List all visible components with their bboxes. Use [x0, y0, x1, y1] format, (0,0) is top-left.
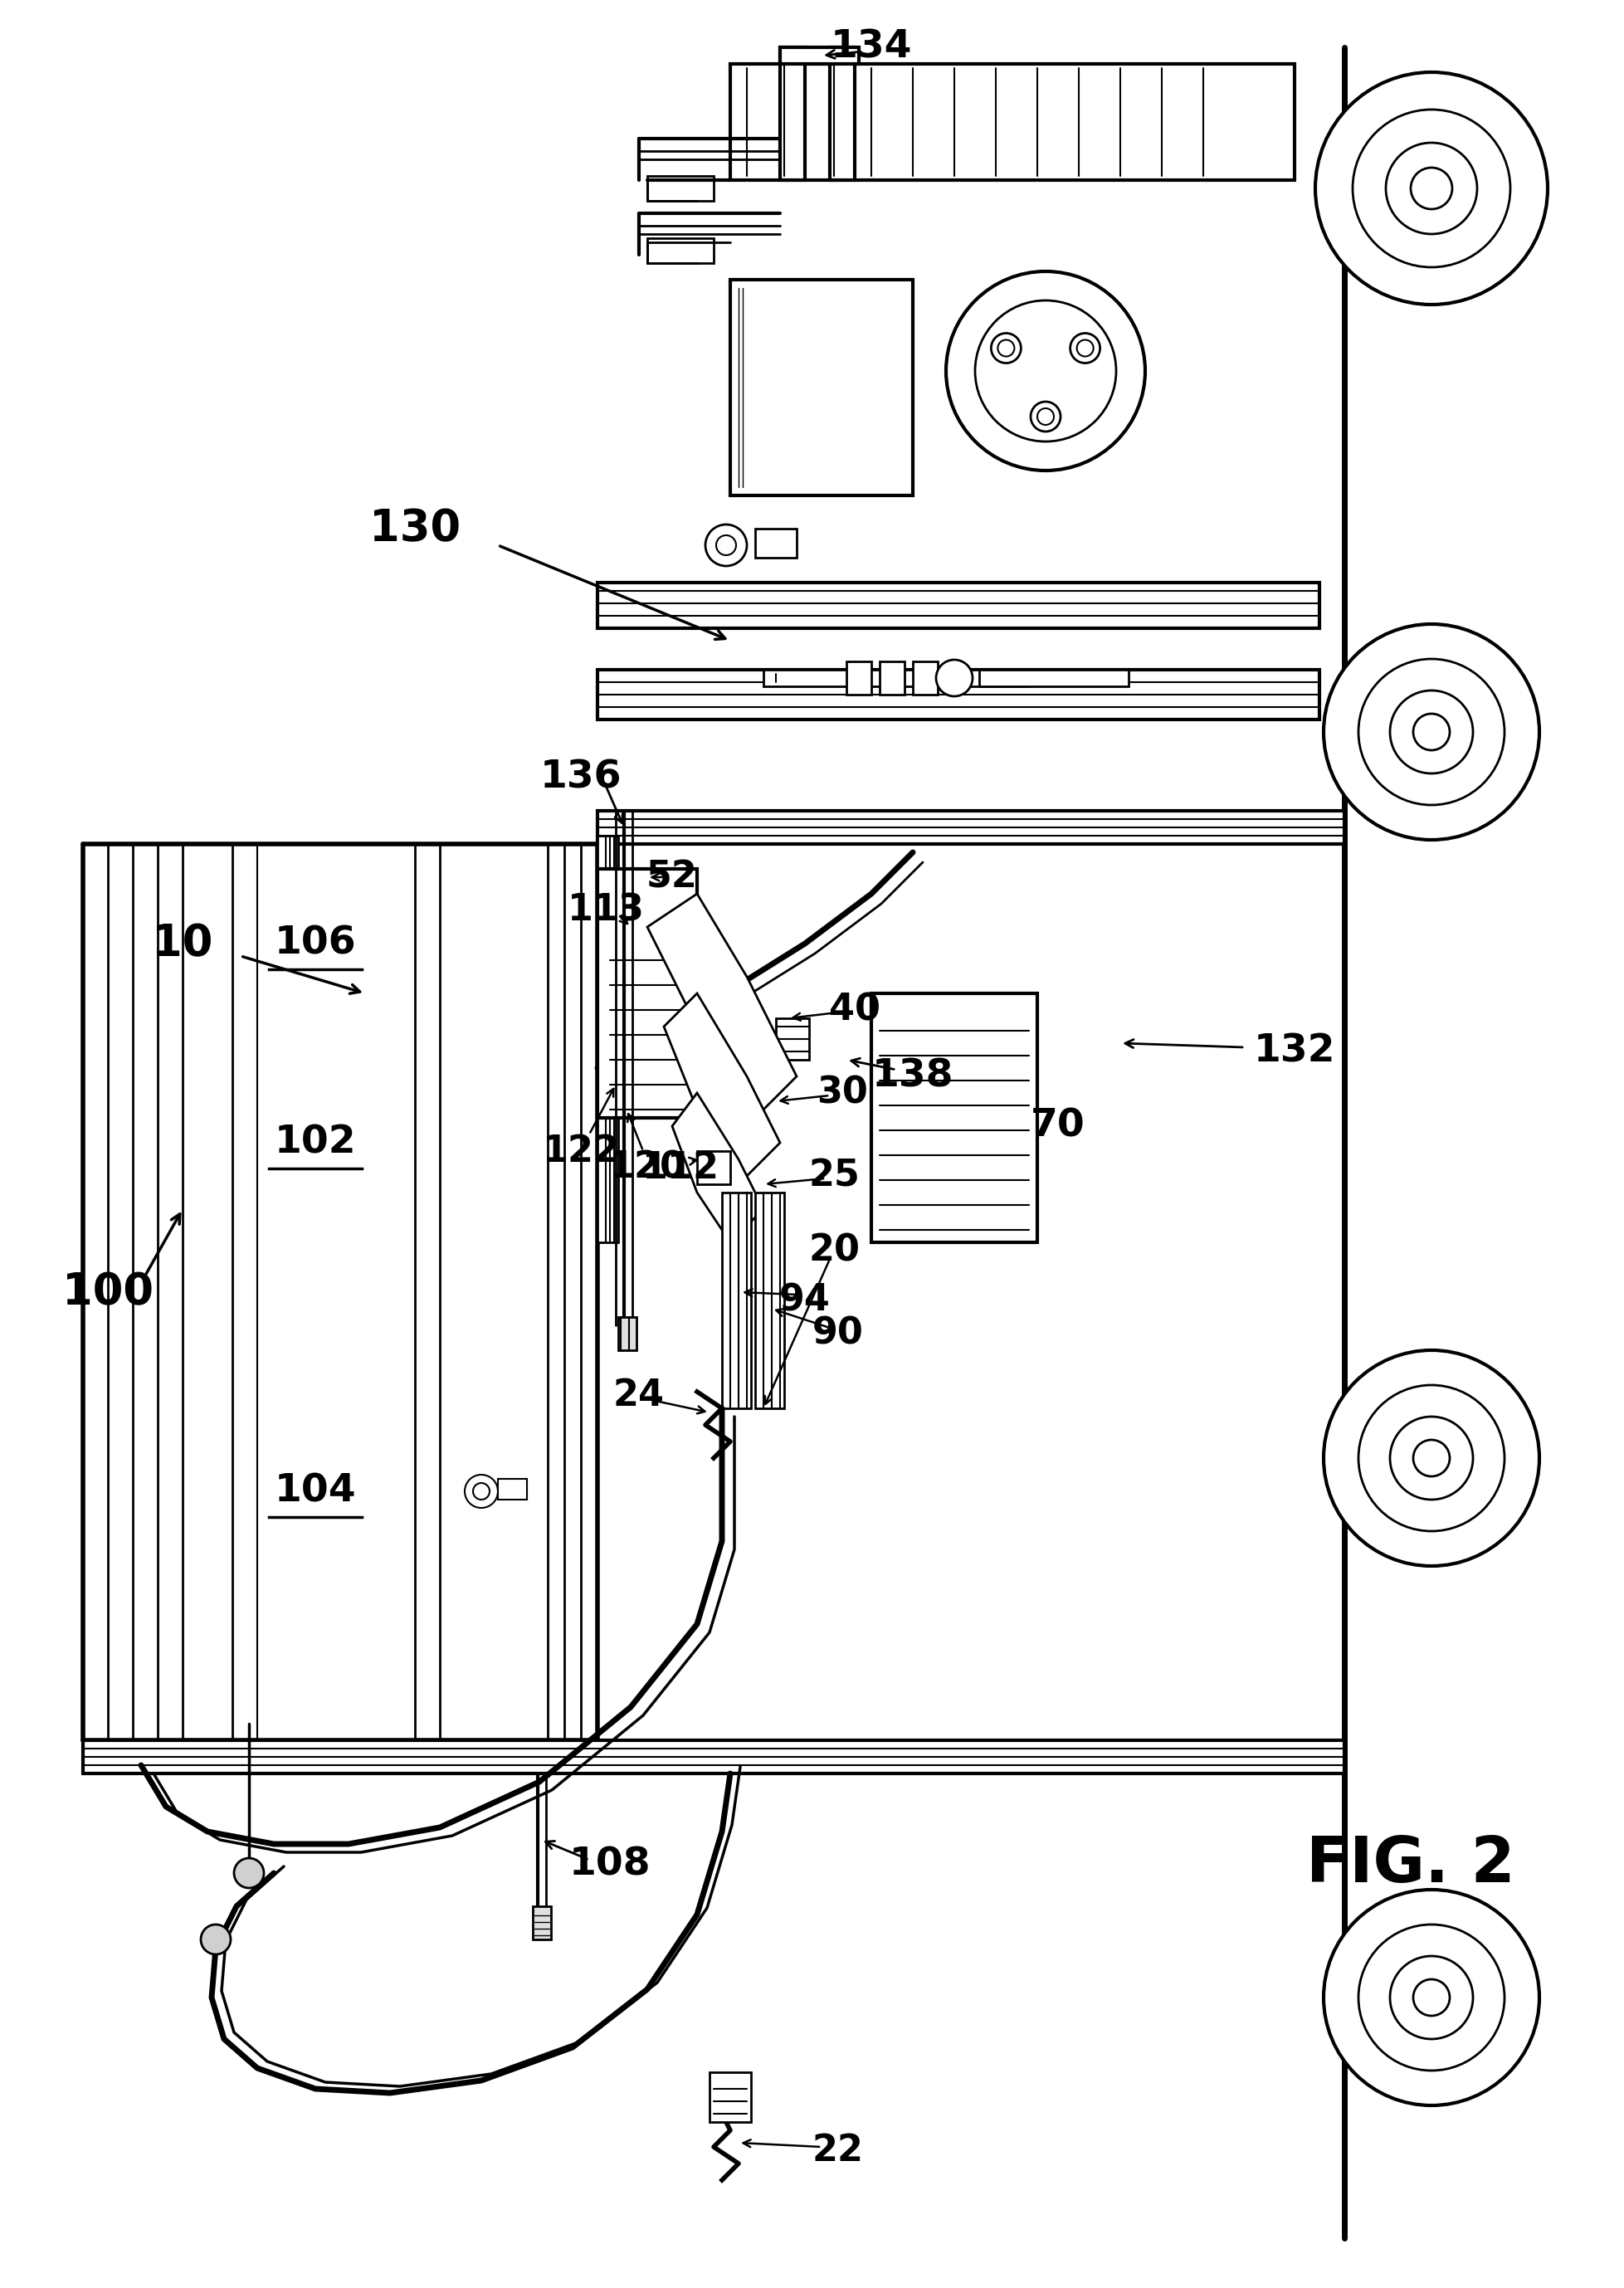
Text: 120: 120	[609, 1151, 685, 1185]
Text: 138: 138	[872, 1057, 953, 1096]
Circle shape	[473, 1483, 489, 1499]
Text: 52: 52	[646, 860, 698, 895]
Circle shape	[1031, 403, 1060, 432]
Bar	[913, 661, 937, 696]
Circle shape	[1413, 714, 1450, 750]
Bar	[598, 835, 619, 1242]
Text: 134: 134	[830, 30, 913, 66]
Text: 70: 70	[1031, 1107, 1085, 1144]
Text: 30: 30	[817, 1075, 867, 1110]
Bar	[979, 670, 1129, 686]
Circle shape	[1390, 691, 1473, 773]
Text: 108: 108	[568, 1846, 651, 1883]
Bar	[780, 48, 859, 64]
Text: 90: 90	[812, 1316, 864, 1352]
Circle shape	[1353, 110, 1510, 268]
Bar	[697, 1151, 731, 1185]
Bar	[533, 1906, 551, 1940]
Bar	[755, 1192, 784, 1409]
Circle shape	[234, 1858, 263, 1888]
Text: 94: 94	[780, 1284, 830, 1318]
Circle shape	[1390, 1416, 1473, 1499]
Circle shape	[1390, 1956, 1473, 2039]
Text: 102: 102	[274, 1123, 356, 1162]
Circle shape	[1324, 625, 1540, 840]
Text: 40: 40	[828, 993, 880, 1027]
Bar	[598, 810, 1345, 844]
Circle shape	[1038, 407, 1054, 426]
Text: 113: 113	[567, 892, 645, 929]
Circle shape	[1358, 1384, 1504, 1531]
Bar	[598, 583, 1319, 629]
Bar	[763, 670, 1030, 686]
Bar	[83, 1741, 1345, 1773]
Bar	[846, 661, 872, 696]
Circle shape	[1411, 167, 1452, 208]
Polygon shape	[664, 993, 780, 1176]
Text: 22: 22	[812, 2132, 864, 2169]
Bar	[648, 176, 713, 201]
Circle shape	[974, 300, 1116, 442]
Circle shape	[1077, 341, 1093, 357]
Circle shape	[1324, 1350, 1540, 1565]
Text: 130: 130	[369, 508, 461, 549]
Circle shape	[1385, 142, 1478, 233]
Text: 104: 104	[274, 1473, 356, 1510]
Circle shape	[997, 341, 1015, 357]
Circle shape	[464, 1476, 499, 1508]
Text: 132: 132	[1254, 1032, 1335, 1071]
Bar	[723, 1192, 750, 1409]
Circle shape	[991, 334, 1021, 364]
Text: 25: 25	[809, 1158, 859, 1194]
Circle shape	[201, 1924, 231, 1954]
Bar	[598, 670, 1319, 718]
Bar	[648, 238, 713, 263]
Text: 112: 112	[641, 1151, 719, 1185]
Circle shape	[935, 659, 973, 696]
Circle shape	[1315, 73, 1548, 304]
Bar	[619, 1318, 637, 1350]
Text: 20: 20	[809, 1233, 859, 1268]
Bar	[880, 661, 905, 696]
Polygon shape	[648, 895, 797, 1110]
Circle shape	[1413, 1439, 1450, 1476]
Bar	[731, 64, 1294, 181]
Circle shape	[716, 535, 736, 556]
Bar	[830, 48, 854, 181]
Bar	[731, 279, 913, 496]
Text: 24: 24	[614, 1377, 664, 1414]
Bar	[776, 1018, 809, 1059]
Circle shape	[1358, 659, 1504, 805]
Bar	[872, 993, 1038, 1242]
Polygon shape	[672, 1094, 763, 1242]
Text: 100: 100	[62, 1270, 154, 1313]
Circle shape	[1413, 1979, 1450, 2016]
Bar	[598, 869, 697, 1119]
Text: 122: 122	[542, 1133, 619, 1169]
Circle shape	[1358, 1924, 1504, 2071]
Bar	[710, 2073, 750, 2121]
Circle shape	[1324, 1890, 1540, 2105]
Text: 136: 136	[541, 760, 622, 796]
Text: FIG. 2: FIG. 2	[1306, 1835, 1515, 1894]
Text: 10: 10	[153, 922, 213, 966]
Circle shape	[1070, 334, 1099, 364]
Circle shape	[705, 524, 747, 565]
Text: 106: 106	[274, 924, 356, 963]
Bar	[499, 1478, 526, 1499]
Circle shape	[947, 272, 1145, 471]
Bar	[755, 529, 797, 558]
Bar	[780, 48, 806, 181]
